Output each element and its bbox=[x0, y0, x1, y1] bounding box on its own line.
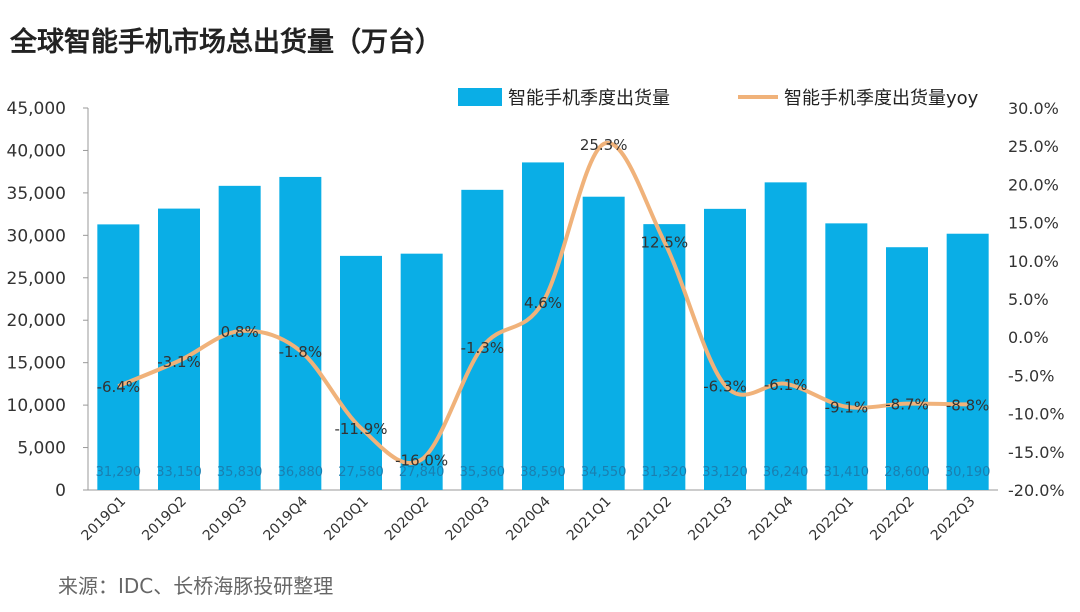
source-note: 来源：IDC、长桥海豚投研整理 bbox=[58, 574, 334, 598]
line-label: 12.5% bbox=[641, 234, 689, 252]
legend-bar-label: 智能手机季度出货量 bbox=[508, 88, 670, 109]
bar bbox=[461, 189, 504, 490]
y-tick-label: 0 bbox=[55, 481, 66, 501]
bar bbox=[704, 208, 746, 490]
line-label: -8.8% bbox=[946, 396, 990, 414]
bar-label: 33,150 bbox=[156, 465, 202, 480]
y-tick-label: 45,000 bbox=[7, 99, 66, 119]
bar bbox=[400, 253, 443, 490]
bar-label: 31,410 bbox=[824, 465, 870, 480]
line-label: -9.1% bbox=[825, 399, 869, 417]
line-label: -8.7% bbox=[885, 396, 929, 414]
bar-label: 36,880 bbox=[278, 465, 324, 480]
chart-title: 全球智能手机市场总出货量（万台） bbox=[10, 27, 442, 58]
y-tick-label: 5,000 bbox=[17, 439, 66, 459]
line-label: -16.0% bbox=[395, 451, 448, 469]
bar-label: 27,580 bbox=[338, 465, 384, 480]
bar bbox=[946, 233, 989, 490]
x-tick-label: 2019Q2 bbox=[139, 494, 190, 545]
bar bbox=[340, 255, 382, 490]
x-tick-label: 2022Q2 bbox=[867, 494, 918, 545]
legend-line-label: 智能手机季度出货量yoy bbox=[784, 88, 979, 109]
y2-tick-label: 25.0% bbox=[1008, 137, 1059, 156]
x-tick-label: 2020Q3 bbox=[443, 494, 494, 545]
y2-tick-label: 30.0% bbox=[1008, 99, 1059, 118]
bar bbox=[825, 223, 868, 490]
legend-bar-swatch bbox=[458, 88, 502, 106]
line-label: -6.3% bbox=[703, 377, 747, 395]
bar bbox=[582, 196, 625, 490]
x-tick-label: 2021Q2 bbox=[625, 494, 676, 545]
line-label: -6.1% bbox=[764, 376, 808, 394]
x-tick-label: 2019Q4 bbox=[261, 493, 312, 544]
bar bbox=[886, 247, 928, 490]
bar-label: 35,830 bbox=[217, 465, 263, 480]
x-tick-label: 2020Q4 bbox=[503, 493, 554, 544]
bar-label: 30,190 bbox=[945, 465, 991, 480]
bar bbox=[643, 224, 686, 491]
y2-tick-label: 0.0% bbox=[1008, 328, 1049, 347]
bar bbox=[97, 224, 140, 490]
bar bbox=[522, 162, 564, 491]
bar-label: 31,290 bbox=[96, 465, 142, 480]
y-tick-label: 30,000 bbox=[7, 226, 66, 246]
line-label: 0.8% bbox=[221, 323, 259, 341]
y-tick-label: 40,000 bbox=[7, 141, 66, 161]
x-tick-label: 2021Q4 bbox=[746, 493, 797, 544]
x-tick-label: 2020Q1 bbox=[321, 494, 372, 545]
bar bbox=[158, 208, 200, 491]
bar-label: 38,590 bbox=[520, 465, 566, 480]
line-label: -1.8% bbox=[279, 343, 323, 361]
x-tick-label: 2019Q1 bbox=[79, 494, 130, 545]
y2-tick-label: -20.0% bbox=[1008, 481, 1065, 500]
bar-label: 33,120 bbox=[702, 465, 748, 480]
bar-label: 28,600 bbox=[884, 465, 930, 480]
line-label: -3.1% bbox=[157, 353, 201, 371]
line-label: -1.3% bbox=[461, 339, 505, 357]
y2-tick-label: 20.0% bbox=[1008, 175, 1059, 194]
y-tick-label: 15,000 bbox=[7, 354, 66, 374]
y-tick-label: 10,000 bbox=[7, 396, 66, 416]
bar-label: 27,840 bbox=[399, 465, 445, 480]
y2-tick-label: 5.0% bbox=[1008, 290, 1049, 309]
y-tick-label: 35,000 bbox=[7, 184, 66, 204]
x-tick-label: 2021Q3 bbox=[685, 494, 736, 545]
y2-tick-label: 10.0% bbox=[1008, 252, 1059, 271]
bar-label: 35,360 bbox=[460, 465, 506, 480]
x-tick-label: 2022Q1 bbox=[807, 494, 858, 545]
y-tick-label: 25,000 bbox=[7, 269, 66, 289]
x-tick-label: 2019Q3 bbox=[200, 494, 251, 545]
bar-label: 36,240 bbox=[763, 465, 809, 480]
y2-tick-label: -5.0% bbox=[1008, 366, 1054, 385]
line-label: -6.4% bbox=[97, 378, 141, 396]
x-tick-label: 2020Q2 bbox=[382, 494, 433, 545]
bar bbox=[218, 185, 261, 490]
y2-tick-label: -15.0% bbox=[1008, 443, 1065, 462]
bar-label: 31,320 bbox=[642, 465, 688, 480]
x-tick-label: 2022Q3 bbox=[928, 494, 979, 545]
line-label: 4.6% bbox=[524, 294, 562, 312]
line-label: 25.3% bbox=[580, 136, 628, 154]
bar-label: 34,550 bbox=[581, 465, 627, 480]
y2-tick-label: -10.0% bbox=[1008, 405, 1065, 424]
line-label: -11.9% bbox=[334, 420, 387, 438]
yoy-line bbox=[117, 140, 968, 466]
y2-tick-label: 15.0% bbox=[1008, 214, 1059, 233]
bar bbox=[279, 176, 322, 490]
x-tick-label: 2021Q1 bbox=[564, 494, 615, 545]
y-tick-label: 20,000 bbox=[7, 311, 66, 331]
bar bbox=[764, 182, 807, 490]
